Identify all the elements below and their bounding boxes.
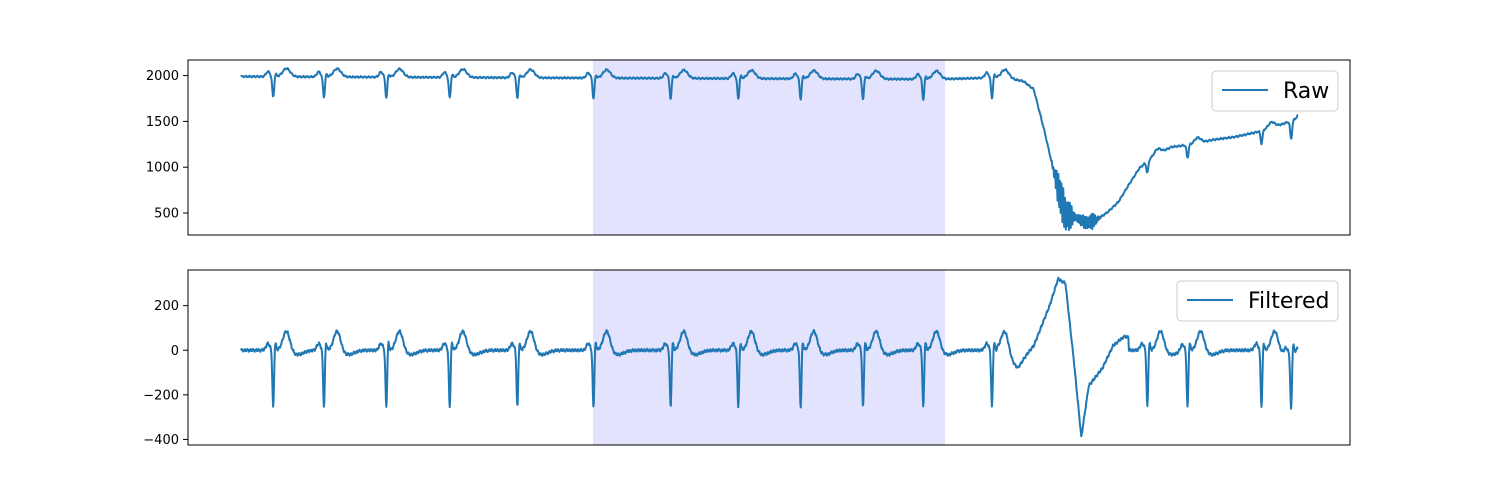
raw-signal-panel: 500 1000 1500 2000 Raw (146, 59, 1351, 236)
filtered-legend-box (1176, 280, 1339, 322)
filtered-y-tick-label: 200 (154, 299, 179, 314)
raw-y-tick-label: 500 (154, 207, 179, 222)
highlight-region-raw (592, 60, 945, 235)
raw-legend: Raw (1211, 70, 1339, 112)
filtered-y-tick-label: −200 (143, 388, 179, 403)
filtered-axes-frame (187, 269, 1351, 446)
highlight-region-filtered (592, 270, 945, 445)
filtered-signal-panel: −400 −200 0 200 Filtered (143, 269, 1351, 448)
filtered-legend: Filtered (1176, 280, 1339, 322)
raw-y-tick-label: 1500 (146, 115, 179, 130)
raw-signal-line (240, 67, 1299, 232)
raw-y-axis: 500 1000 1500 2000 (146, 69, 188, 222)
filtered-y-tick-label: 0 (171, 344, 179, 359)
raw-y-tick-label: 1000 (146, 161, 179, 176)
filtered-signal-line (240, 276, 1299, 438)
raw-legend-box (1211, 70, 1339, 112)
raw-legend-label: Raw (1283, 79, 1329, 104)
raw-axes-frame (187, 59, 1351, 236)
filtered-legend-label: Filtered (1248, 289, 1330, 314)
filtered-y-tick-label: −400 (143, 433, 179, 448)
raw-y-tick-label: 2000 (146, 69, 179, 84)
filtered-y-axis: −400 −200 0 200 (143, 299, 188, 448)
